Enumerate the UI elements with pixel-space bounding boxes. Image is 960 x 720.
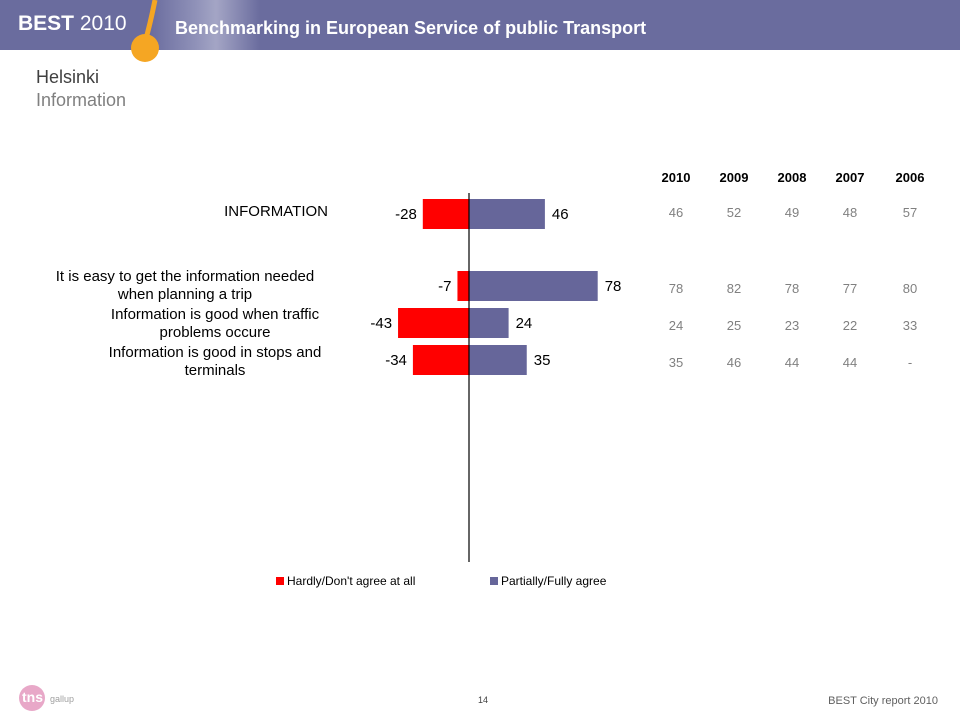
report-name: BEST City report 2010	[828, 695, 938, 707]
year-header: 2007	[835, 170, 865, 185]
bar-positive	[469, 271, 598, 301]
page-number: 14	[478, 695, 489, 705]
table-cell: 23	[784, 318, 800, 333]
data-label-positive: 46	[552, 206, 569, 223]
orange-swoosh-decoration	[131, 0, 159, 62]
table-cell: 22	[842, 318, 858, 333]
bar-positive	[469, 199, 545, 229]
page-subtitle: Information	[36, 90, 127, 110]
bar-positive	[469, 345, 527, 375]
data-label-positive: 24	[516, 315, 533, 332]
table-cell: 46	[726, 355, 742, 370]
data-label-negative: -34	[385, 352, 407, 369]
bar-negative	[412, 345, 469, 375]
table-cell: 24	[668, 318, 684, 333]
legend-swatch-negative	[276, 577, 284, 585]
year-header: 2006	[895, 170, 925, 185]
data-label-negative: -28	[395, 206, 417, 223]
category-label-line: problems occure	[159, 324, 271, 341]
year-header: 2008	[777, 170, 807, 185]
legend-label-negative: Hardly/Don't agree at all	[287, 574, 415, 588]
year-header: 2009	[719, 170, 749, 185]
bar-negative	[457, 271, 469, 301]
table-cell: 77	[842, 281, 858, 296]
legend-label-positive: Partially/Fully agree	[501, 574, 607, 588]
bar-negative	[398, 308, 469, 338]
table-cell: 48	[842, 205, 858, 220]
category-label-line: Information is good in stops and	[108, 344, 322, 361]
table-cell: 78	[784, 281, 800, 296]
page-title: Helsinki	[36, 67, 100, 87]
header-photo	[150, 0, 260, 50]
category-label-information: INFORMATION	[120, 203, 328, 221]
table-cell: 52	[726, 205, 742, 220]
category-label-line: Information is good when traffic	[110, 306, 320, 323]
logo-sub-text: gallup	[50, 694, 74, 704]
brand-name: BEST	[18, 12, 75, 35]
brand-year: 2010	[79, 12, 127, 35]
legend-swatch-positive	[490, 577, 498, 585]
category-label-traffic-problems: Information is good when traffic problem…	[100, 306, 330, 342]
data-label-negative: -43	[370, 315, 392, 332]
data-label-positive: 35	[534, 352, 551, 369]
brand-logo: BEST 2010	[18, 12, 127, 36]
table-cell: 44	[784, 355, 800, 370]
category-label-stops-terminals: Information is good in stops and termina…	[100, 344, 330, 380]
header-bar: BEST 2010 Benchmarking in European Servi…	[0, 0, 960, 50]
header-title: Benchmarking in European Service of publ…	[175, 18, 647, 38]
data-label-positive: 78	[605, 278, 622, 295]
table-cell: -	[907, 355, 913, 370]
table-cell: 80	[902, 281, 918, 296]
table-cell: 82	[726, 281, 742, 296]
category-label-line: It is easy to get the information needed	[55, 268, 315, 285]
bar-negative	[422, 199, 469, 229]
table-cell: 35	[668, 355, 684, 370]
logo-icon: tns gallup	[19, 685, 74, 711]
logo-text: tns	[22, 689, 43, 705]
category-label-line: when planning a trip	[117, 286, 253, 303]
data-label-negative: -7	[438, 278, 451, 295]
bar-positive	[469, 308, 509, 338]
category-label-line: terminals	[184, 362, 246, 379]
table-cell: 49	[784, 205, 800, 220]
table-cell: 33	[902, 318, 918, 333]
tns-gallup-logo: tns gallup	[10, 678, 90, 714]
table-cell: 46	[668, 205, 684, 220]
category-label-text: INFORMATION	[224, 203, 328, 220]
table-cell: 57	[902, 205, 918, 220]
table-cell: 78	[668, 281, 684, 296]
table-cell: 25	[726, 318, 742, 333]
category-label-easy-to-get: It is easy to get the information needed…	[40, 268, 330, 304]
year-header: 2010	[661, 170, 691, 185]
table-cell: 44	[842, 355, 858, 370]
